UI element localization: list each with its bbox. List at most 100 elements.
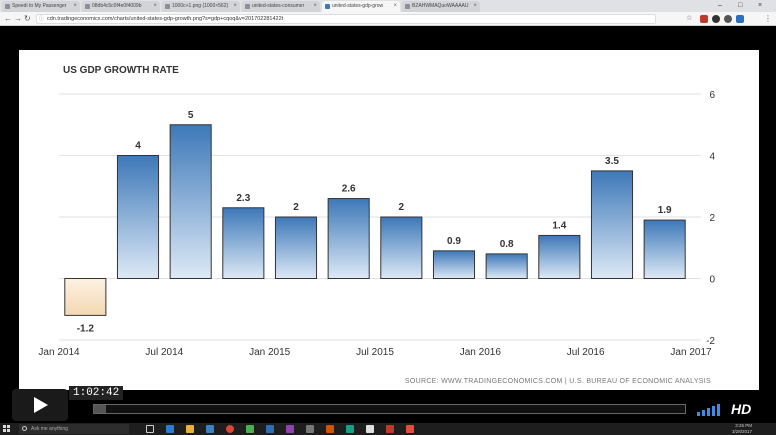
- y-tick-label: -2: [706, 336, 715, 347]
- x-tick-label: Jan 2016: [460, 347, 502, 358]
- bar-value-label: 1.9: [658, 205, 672, 216]
- play-icon: [34, 397, 48, 413]
- bar-value-label: 4: [135, 141, 141, 152]
- volume-icon[interactable]: [697, 404, 721, 416]
- clock-date: 3/28/2017: [731, 429, 752, 434]
- bar-value-label: 1.4: [552, 220, 566, 231]
- url-field[interactable]: ⓘ cdn.tradingeconomics.com/charts/united…: [36, 14, 656, 24]
- app-icon[interactable]: [366, 425, 374, 433]
- bar: [116, 155, 160, 279]
- tab-label: Speedi to My Passenger: [12, 3, 67, 9]
- y-tick-label: 0: [709, 275, 715, 286]
- play-button[interactable]: [12, 389, 68, 421]
- tab-label: 08db4c5c0f4e0f4009b: [92, 3, 142, 9]
- app-icon[interactable]: [306, 425, 314, 433]
- cortana-icon: [22, 426, 27, 431]
- file-explorer-icon[interactable]: [186, 425, 194, 433]
- bar: [64, 278, 107, 316]
- progress-fill: [94, 405, 106, 413]
- bar-value-label: 0.9: [447, 236, 461, 247]
- extension-icon[interactable]: [724, 15, 732, 23]
- x-tick-label: Jan 2015: [249, 347, 291, 358]
- bar-value-label: 2: [293, 202, 299, 213]
- favicon-icon: [5, 4, 10, 9]
- clock-time: 3:26 PM: [735, 423, 752, 428]
- bar: [643, 219, 686, 279]
- minimize-icon[interactable]: –: [718, 2, 722, 9]
- bar-value-label: 3.5: [605, 156, 619, 167]
- app-icon[interactable]: [266, 425, 274, 433]
- bar: [274, 216, 318, 279]
- windows-start-icon[interactable]: [3, 425, 11, 433]
- taskbar-clock[interactable]: 3:26 PM 3/28/2017: [732, 423, 752, 435]
- extension-icon[interactable]: [736, 15, 744, 23]
- hd-badge[interactable]: HD: [731, 401, 752, 417]
- extension-icon[interactable]: [700, 15, 708, 23]
- app-icon[interactable]: [386, 425, 394, 433]
- chart-image: US GDP GROWTH RATE -1.2 4 5 2.3 2 2.6 2 0.9 0.8 1…: [19, 50, 759, 390]
- y-tick-label: 6: [709, 90, 715, 101]
- close-tab-icon[interactable]: ×: [73, 3, 77, 9]
- close-tab-icon[interactable]: ×: [153, 3, 157, 9]
- app-icon[interactable]: [406, 425, 414, 433]
- close-tab-icon[interactable]: ×: [313, 3, 317, 9]
- browser-tab[interactable]: Speedi to My Passenger ×: [2, 1, 80, 12]
- page-info-icon[interactable]: ⓘ: [39, 16, 45, 22]
- browser-tab[interactable]: 1000c+1.png (1000×562) ×: [162, 1, 240, 12]
- bookmark-star-icon[interactable]: ☆: [686, 15, 693, 22]
- app-icon[interactable]: [326, 425, 334, 433]
- x-tick-label: Jan 2017: [670, 347, 712, 358]
- chrome-icon[interactable]: [226, 425, 234, 433]
- app-icon[interactable]: [346, 425, 354, 433]
- extension-icon[interactable]: [712, 15, 720, 23]
- y-tick-label: 2: [709, 213, 715, 224]
- browser-tab[interactable]: 08db4c5c0f4e0f4009b ×: [82, 1, 160, 12]
- progress-bar[interactable]: [93, 404, 686, 414]
- favicon-icon: [85, 4, 90, 9]
- gdp-bar-chart: US GDP GROWTH RATE -1.2 4 5 2.3 2 2.6 2 0.9 0.8 1…: [38, 65, 715, 385]
- bar: [538, 234, 581, 279]
- browser-tab[interactable]: united-states-consumer ×: [242, 1, 320, 12]
- back-icon[interactable]: ←: [4, 14, 12, 23]
- bar: [169, 124, 212, 279]
- bar: [327, 198, 370, 279]
- favicon-icon: [165, 4, 170, 9]
- app-icon[interactable]: [286, 425, 294, 433]
- browser-tab-active[interactable]: united-states-gdp-grow ×: [322, 1, 400, 12]
- x-tick-label: Jul 2015: [356, 347, 394, 358]
- favicon-icon: [325, 4, 330, 9]
- bar-value-label: 2.6: [342, 184, 356, 195]
- tab-label: 1000c+1.png (1000×562): [172, 3, 229, 9]
- bar: [222, 207, 265, 279]
- bar-value-label: 5: [188, 110, 194, 121]
- bar: [485, 253, 528, 279]
- x-tick-label: Jul 2016: [567, 347, 605, 358]
- favicon-icon: [405, 4, 410, 9]
- reload-icon[interactable]: ↻: [24, 14, 31, 23]
- bar: [380, 216, 423, 279]
- app-icon[interactable]: [246, 425, 254, 433]
- search-placeholder: Ask me anything: [31, 426, 68, 432]
- bar: [590, 170, 634, 279]
- bar-value-label: -1.2: [77, 323, 95, 334]
- bar-value-label: 0.8: [500, 239, 514, 250]
- store-icon[interactable]: [206, 425, 214, 433]
- menu-icon[interactable]: ⋮: [764, 14, 772, 23]
- favicon-icon: [245, 4, 250, 9]
- x-tick-label: Jul 2014: [145, 347, 183, 358]
- close-tab-icon[interactable]: ×: [233, 3, 237, 9]
- address-bar-row: ← → ↻ ⓘ cdn.tradingeconomics.com/charts/…: [0, 12, 776, 26]
- close-tab-icon[interactable]: ×: [393, 3, 397, 9]
- maximize-icon[interactable]: □: [738, 2, 743, 9]
- close-window-icon[interactable]: ×: [758, 2, 763, 9]
- y-tick-label: 4: [709, 152, 715, 163]
- edge-icon[interactable]: [166, 425, 174, 433]
- forward-icon[interactable]: →: [14, 14, 22, 23]
- windows-taskbar: Ask me anything 3:26 PM 3/28/2017: [0, 423, 776, 435]
- tab-label: BZAHWMAQuoWAAAAU: [412, 3, 469, 9]
- task-view-icon[interactable]: [146, 425, 154, 433]
- browser-tab[interactable]: BZAHWMAQuoWAAAAU ×: [402, 1, 480, 12]
- taskbar-search-field[interactable]: Ask me anything: [19, 424, 129, 434]
- bar-value-label: 2: [399, 202, 405, 213]
- close-tab-icon[interactable]: ×: [473, 3, 477, 9]
